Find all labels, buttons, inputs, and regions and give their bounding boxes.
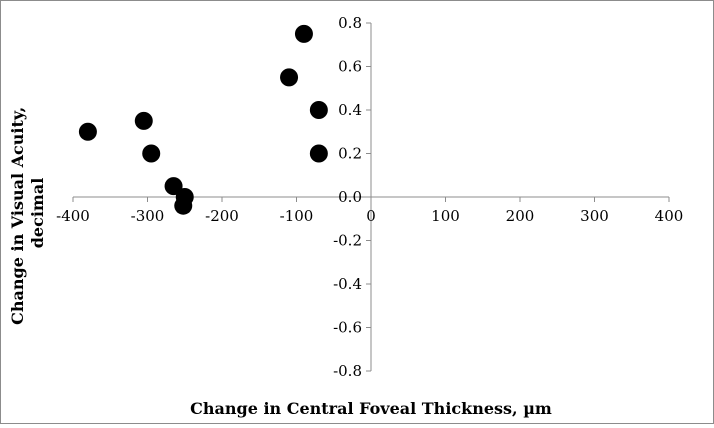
data-point <box>309 101 328 119</box>
y-tick-label: 0.4 <box>338 101 362 119</box>
x-axis-title: Change in Central Foveal Thickness, µm <box>190 399 552 418</box>
axes <box>72 22 670 372</box>
x-tick-label: 0 <box>366 207 376 225</box>
y-tick-label: -0.8 <box>333 362 362 380</box>
data-point <box>294 24 313 43</box>
x-tick-label: -100 <box>280 207 314 225</box>
x-tick-label: -200 <box>205 207 239 225</box>
y-axis-title: Change in Visual Acuity, decimal <box>8 101 47 325</box>
y-tick-label: 0.8 <box>338 14 362 32</box>
x-tick-label: -300 <box>131 207 165 225</box>
y-tick-label: -0.2 <box>333 232 362 250</box>
data-point <box>164 177 183 196</box>
data-point <box>309 144 328 163</box>
data-point <box>280 68 299 87</box>
y-tick-label: 0.6 <box>338 58 362 76</box>
x-tick-label: 300 <box>580 207 609 225</box>
data-point <box>134 111 153 130</box>
y-tick-label: -0.4 <box>333 275 362 293</box>
y-tick-labels: 0.8 0.6 0.4 0.2 0.0 -0.2 -0.4 -0.6 -0.8 <box>333 14 362 380</box>
x-tick-label: 400 <box>655 207 684 225</box>
y-tick-label: 0.0 <box>338 188 362 206</box>
y-axis-title-line-2: decimal <box>28 178 47 249</box>
data-point <box>174 196 193 215</box>
y-tick-label: 0.2 <box>338 145 362 163</box>
x-tick-labels: -400 -300 -200 -100 0 100 200 300 400 <box>56 207 683 225</box>
x-tick-label: 100 <box>431 207 460 225</box>
data-point <box>142 144 161 163</box>
x-tick-label: 200 <box>506 207 535 225</box>
data-points <box>78 24 328 215</box>
y-tick-label: -0.6 <box>333 319 362 337</box>
x-tick-label: -400 <box>56 207 90 225</box>
data-point <box>78 122 97 141</box>
y-axis-title-line-1: Change in Visual Acuity, <box>8 107 27 325</box>
